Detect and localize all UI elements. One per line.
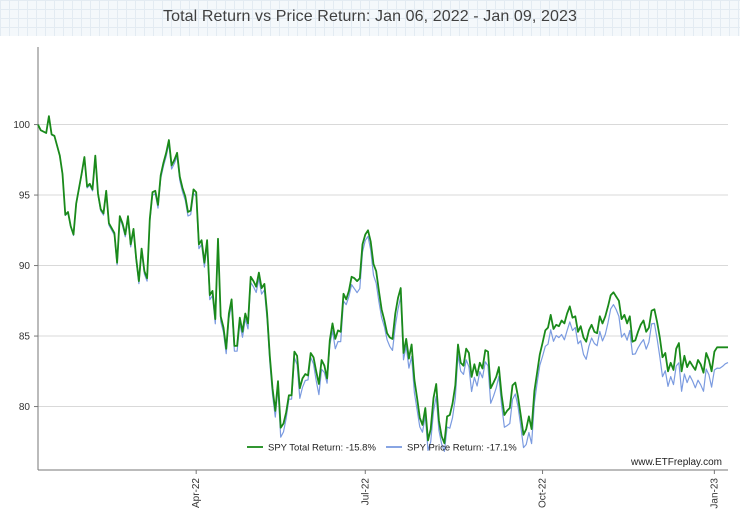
legend-label-total-return: SPY Total Return: -15.8% (268, 443, 376, 454)
source-credit: www.ETFreplay.com (630, 457, 722, 468)
series-lines (37, 115, 729, 452)
y-axis-ticks: 80 85 90 95 100 (13, 120, 38, 413)
series-line-total-return (37, 115, 728, 445)
y-tick-label-95: 95 (19, 191, 31, 202)
y-tick-label-85: 85 (19, 332, 31, 343)
y-tick-label-80: 80 (19, 402, 31, 413)
y-tick-label-90: 90 (19, 261, 31, 272)
series-line-price-return (37, 115, 729, 452)
x-tick-label-Jan-23: Jan-23 (709, 478, 720, 509)
legend: SPY Total Return: -15.8% SPY Price Retur… (247, 443, 517, 454)
y-tick-label-100: 100 (13, 120, 30, 131)
axes (37, 47, 728, 471)
title-band (0, 0, 740, 36)
gridlines (38, 124, 728, 408)
x-tick-label-Oct-22: Oct-22 (538, 478, 549, 508)
legend-label-price-return: SPY Price Return: -17.1% (407, 443, 517, 454)
x-tick-label-Apr-22: Apr-22 (191, 478, 202, 508)
x-tick-label-Jul-22: Jul-22 (360, 478, 371, 506)
x-axis-ticks: Apr-22 Jul-22 Oct-22 Jan-23 (191, 470, 720, 509)
chart-title: Total Return vs Price Return: Jan 06, 20… (163, 8, 577, 25)
